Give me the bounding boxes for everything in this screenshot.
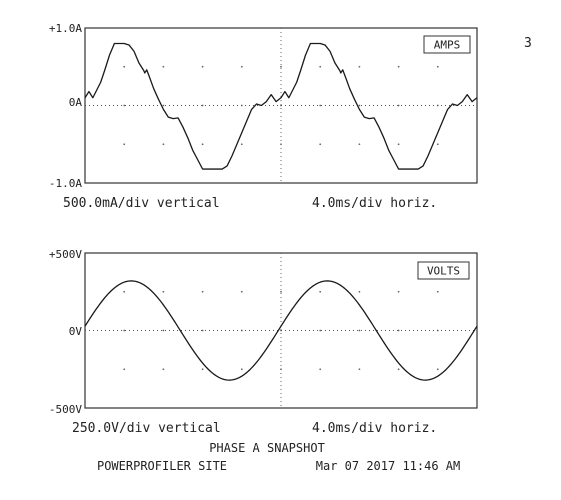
amps-panel: +1.0A 0A -1.0A AMPS 500.0mA/div vertical… [49, 22, 478, 211]
footer-timestamp: Mar 07 2017 11:46 AM [316, 459, 461, 473]
volts-grid-dot [240, 290, 243, 293]
volts-grid-dot [201, 290, 204, 293]
amps-grid [85, 28, 477, 183]
amps-tag-label: AMPS [434, 39, 461, 52]
volts-grid [85, 253, 477, 408]
amps-grid-dot [397, 65, 400, 68]
volts-panel: +500V 0V -500V VOLTS 250.0V/div vertical… [49, 248, 478, 436]
amps-grid-dot [358, 104, 361, 107]
amps-grid-dot [358, 143, 361, 146]
volts-grid-dot [319, 368, 322, 371]
volts-grid-dot [358, 368, 361, 371]
amps-horizontal-scale: 4.0ms/div horiz. [312, 196, 437, 211]
footer: PHASE A SNAPSHOT POWERPROFILER SITE Mar … [97, 441, 460, 473]
footer-site: POWERPROFILER SITE [97, 459, 227, 473]
amps-grid-dot [319, 143, 322, 146]
volts-grid-dot [397, 368, 400, 371]
amps-ytick-zero: 0A [69, 96, 83, 109]
footer-title: PHASE A SNAPSHOT [209, 441, 325, 455]
volts-ytick-zero: 0V [69, 325, 83, 338]
amps-grid-dot [240, 143, 243, 146]
volts-grid-dot [358, 329, 361, 332]
volts-tag-label: VOLTS [427, 265, 460, 278]
volts-grid-dot [436, 290, 439, 293]
amps-grid-dot [358, 65, 361, 68]
amps-grid-dot [319, 104, 322, 107]
volts-grid-dot [319, 290, 322, 293]
volts-grid-dot [201, 329, 204, 332]
amps-ytick-bottom: -1.0A [49, 177, 82, 190]
volts-grid-dot [280, 290, 282, 293]
volts-grid-dot [162, 368, 165, 371]
volts-grid-dot [319, 329, 322, 332]
amps-grid-dot [436, 143, 439, 146]
volts-ytick-top: +500V [49, 248, 82, 261]
amps-grid-dot [319, 65, 322, 68]
page-mark: 3 [524, 36, 532, 51]
volts-grid-dot [436, 368, 439, 371]
volts-vertical-scale: 250.0V/div vertical [72, 421, 221, 436]
amps-grid-dot [397, 143, 400, 146]
amps-grid-dot [123, 65, 126, 68]
volts-grid-dot [123, 329, 126, 332]
amps-grid-dot [123, 104, 126, 107]
volts-ytick-bottom: -500V [49, 403, 82, 416]
volts-grid-dot [397, 329, 400, 332]
amps-tag-box [423, 35, 471, 54]
volts-grid-dot [123, 368, 126, 371]
amps-grid-dot [436, 65, 439, 68]
amps-grid-dot [123, 143, 126, 146]
volts-horizontal-scale: 4.0ms/div horiz. [312, 421, 437, 436]
amps-grid-dot [162, 143, 165, 146]
amps-ytick-top: +1.0A [49, 22, 82, 35]
volts-tag-box [417, 261, 470, 280]
amps-grid-dot [201, 104, 204, 107]
volts-grid-dot [123, 290, 126, 293]
volts-series-line [84, 280, 478, 381]
amps-vertical-scale: 500.0mA/div vertical [63, 196, 220, 211]
volts-grid-dot [358, 290, 361, 293]
amps-series-line [84, 42, 478, 170]
amps-grid-dot [162, 104, 165, 107]
volts-grid-dot [240, 368, 243, 371]
amps-grid-dot [162, 65, 165, 68]
volts-grid-dot [162, 329, 165, 332]
amps-grid-dot [240, 65, 243, 68]
volts-grid-dot [397, 290, 400, 293]
amps-grid-dot [280, 65, 282, 68]
volts-grid-dot [162, 290, 165, 293]
amps-grid-dot [397, 104, 400, 107]
volts-grid-dot [201, 368, 204, 371]
amps-grid-dot [201, 143, 204, 146]
amps-grid-dot [201, 65, 204, 68]
